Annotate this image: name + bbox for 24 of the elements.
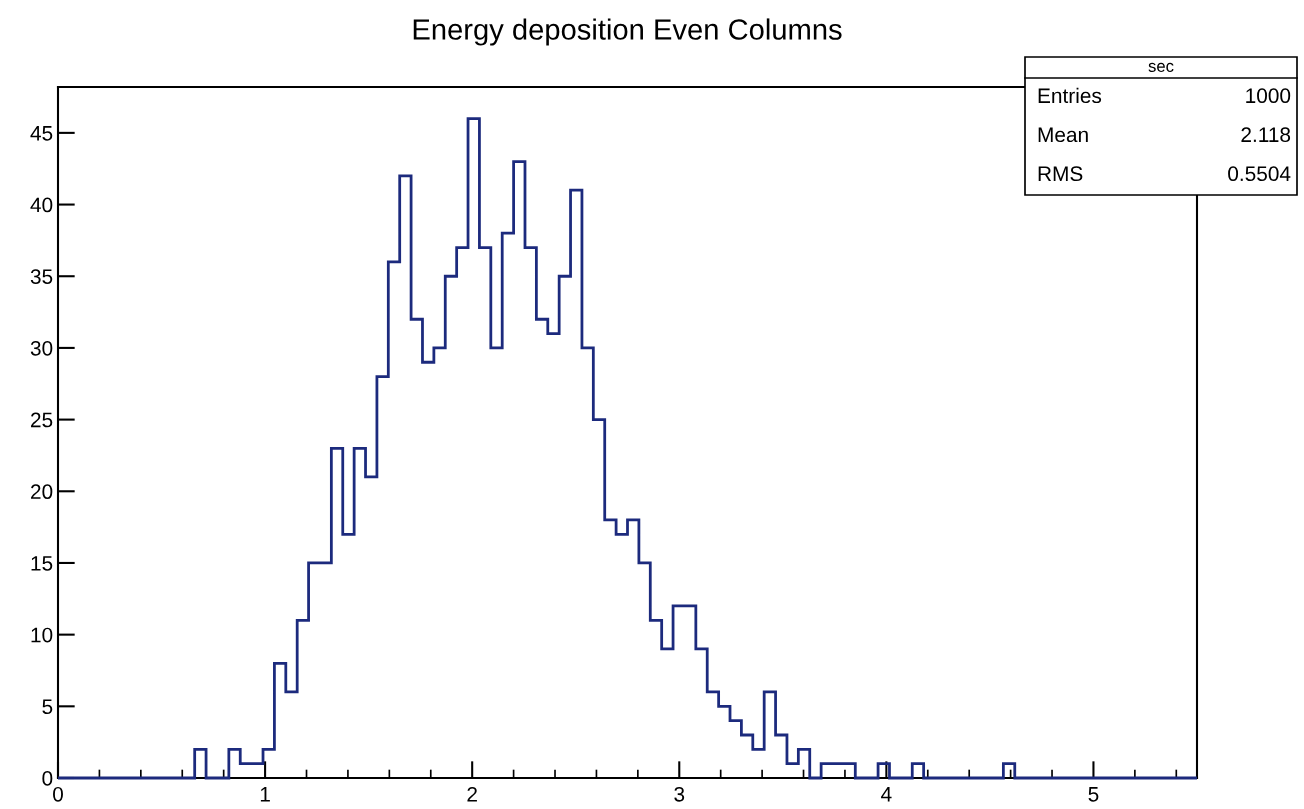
y-tick-label: 20	[31, 484, 53, 500]
y-tick-label: 5	[42, 699, 53, 715]
x-tick-label: 3	[674, 786, 685, 802]
y-tick-label: 10	[31, 627, 53, 643]
y-tick-label: 0	[42, 771, 53, 786]
y-tick-label: 35	[30, 269, 53, 284]
x-tick-label: 0	[53, 786, 63, 802]
y-tick-label: 45	[30, 126, 53, 141]
text: 2.118	[1241, 127, 1291, 143]
text: 1000	[1246, 88, 1291, 104]
text: sec	[1148, 62, 1174, 72]
y-tick-label: 30	[30, 340, 53, 356]
x-tick-label: 1	[260, 787, 270, 802]
chart-title: Energy deposition Even Columns	[413, 18, 842, 46]
annotation: RMS	[1038, 166, 1083, 182]
y-tick-label: 25	[31, 412, 53, 428]
annotation: Entries	[1038, 87, 1102, 104]
annotation: Mean	[1038, 127, 1088, 143]
text: 0.5504	[1228, 166, 1291, 182]
y-tick-label: 15	[31, 556, 53, 571]
x-tick-label: 4	[881, 787, 892, 802]
y-tick-label: 40	[30, 197, 53, 213]
x-tick-label: 2	[467, 786, 477, 802]
x-tick-label: 5	[1088, 787, 1099, 802]
